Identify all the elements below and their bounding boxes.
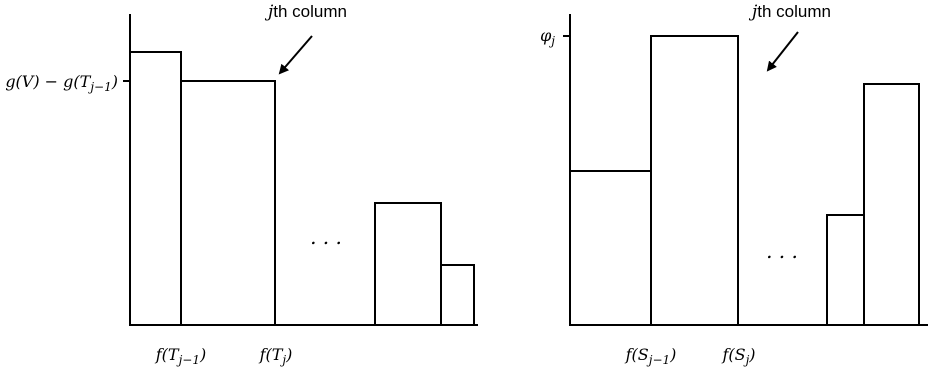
- right-column-tail-2: [863, 83, 920, 326]
- left-annotation: jth column: [264, 2, 347, 22]
- right-annotation: jth column: [748, 2, 831, 22]
- right-xtick-1: f(Sj−1): [625, 345, 677, 367]
- left-ellipsis: . . .: [310, 225, 342, 249]
- left-column-j: [180, 80, 276, 326]
- right-annotation-arrow: [766, 31, 799, 72]
- right-panel: [563, 14, 928, 326]
- left-column-tail-1: [374, 202, 442, 326]
- right-column-j: [650, 35, 739, 326]
- left-ylabel: g(V) − g(Tj−1): [5, 72, 118, 94]
- left-column-1: [129, 51, 182, 326]
- left-xtick-2: f(Tj): [259, 345, 293, 367]
- left-xtick-1: f(Tj−1): [155, 345, 207, 367]
- left-annotation-arrow: [278, 35, 313, 75]
- left-column-tail-2: [440, 264, 475, 326]
- right-column-tail-1: [826, 214, 865, 326]
- right-column-1: [569, 170, 652, 326]
- right-ylabel: φj: [540, 26, 555, 48]
- left-panel: [123, 14, 478, 326]
- right-xtick-2: f(Sj): [721, 345, 755, 367]
- right-ellipsis: . . .: [766, 239, 798, 263]
